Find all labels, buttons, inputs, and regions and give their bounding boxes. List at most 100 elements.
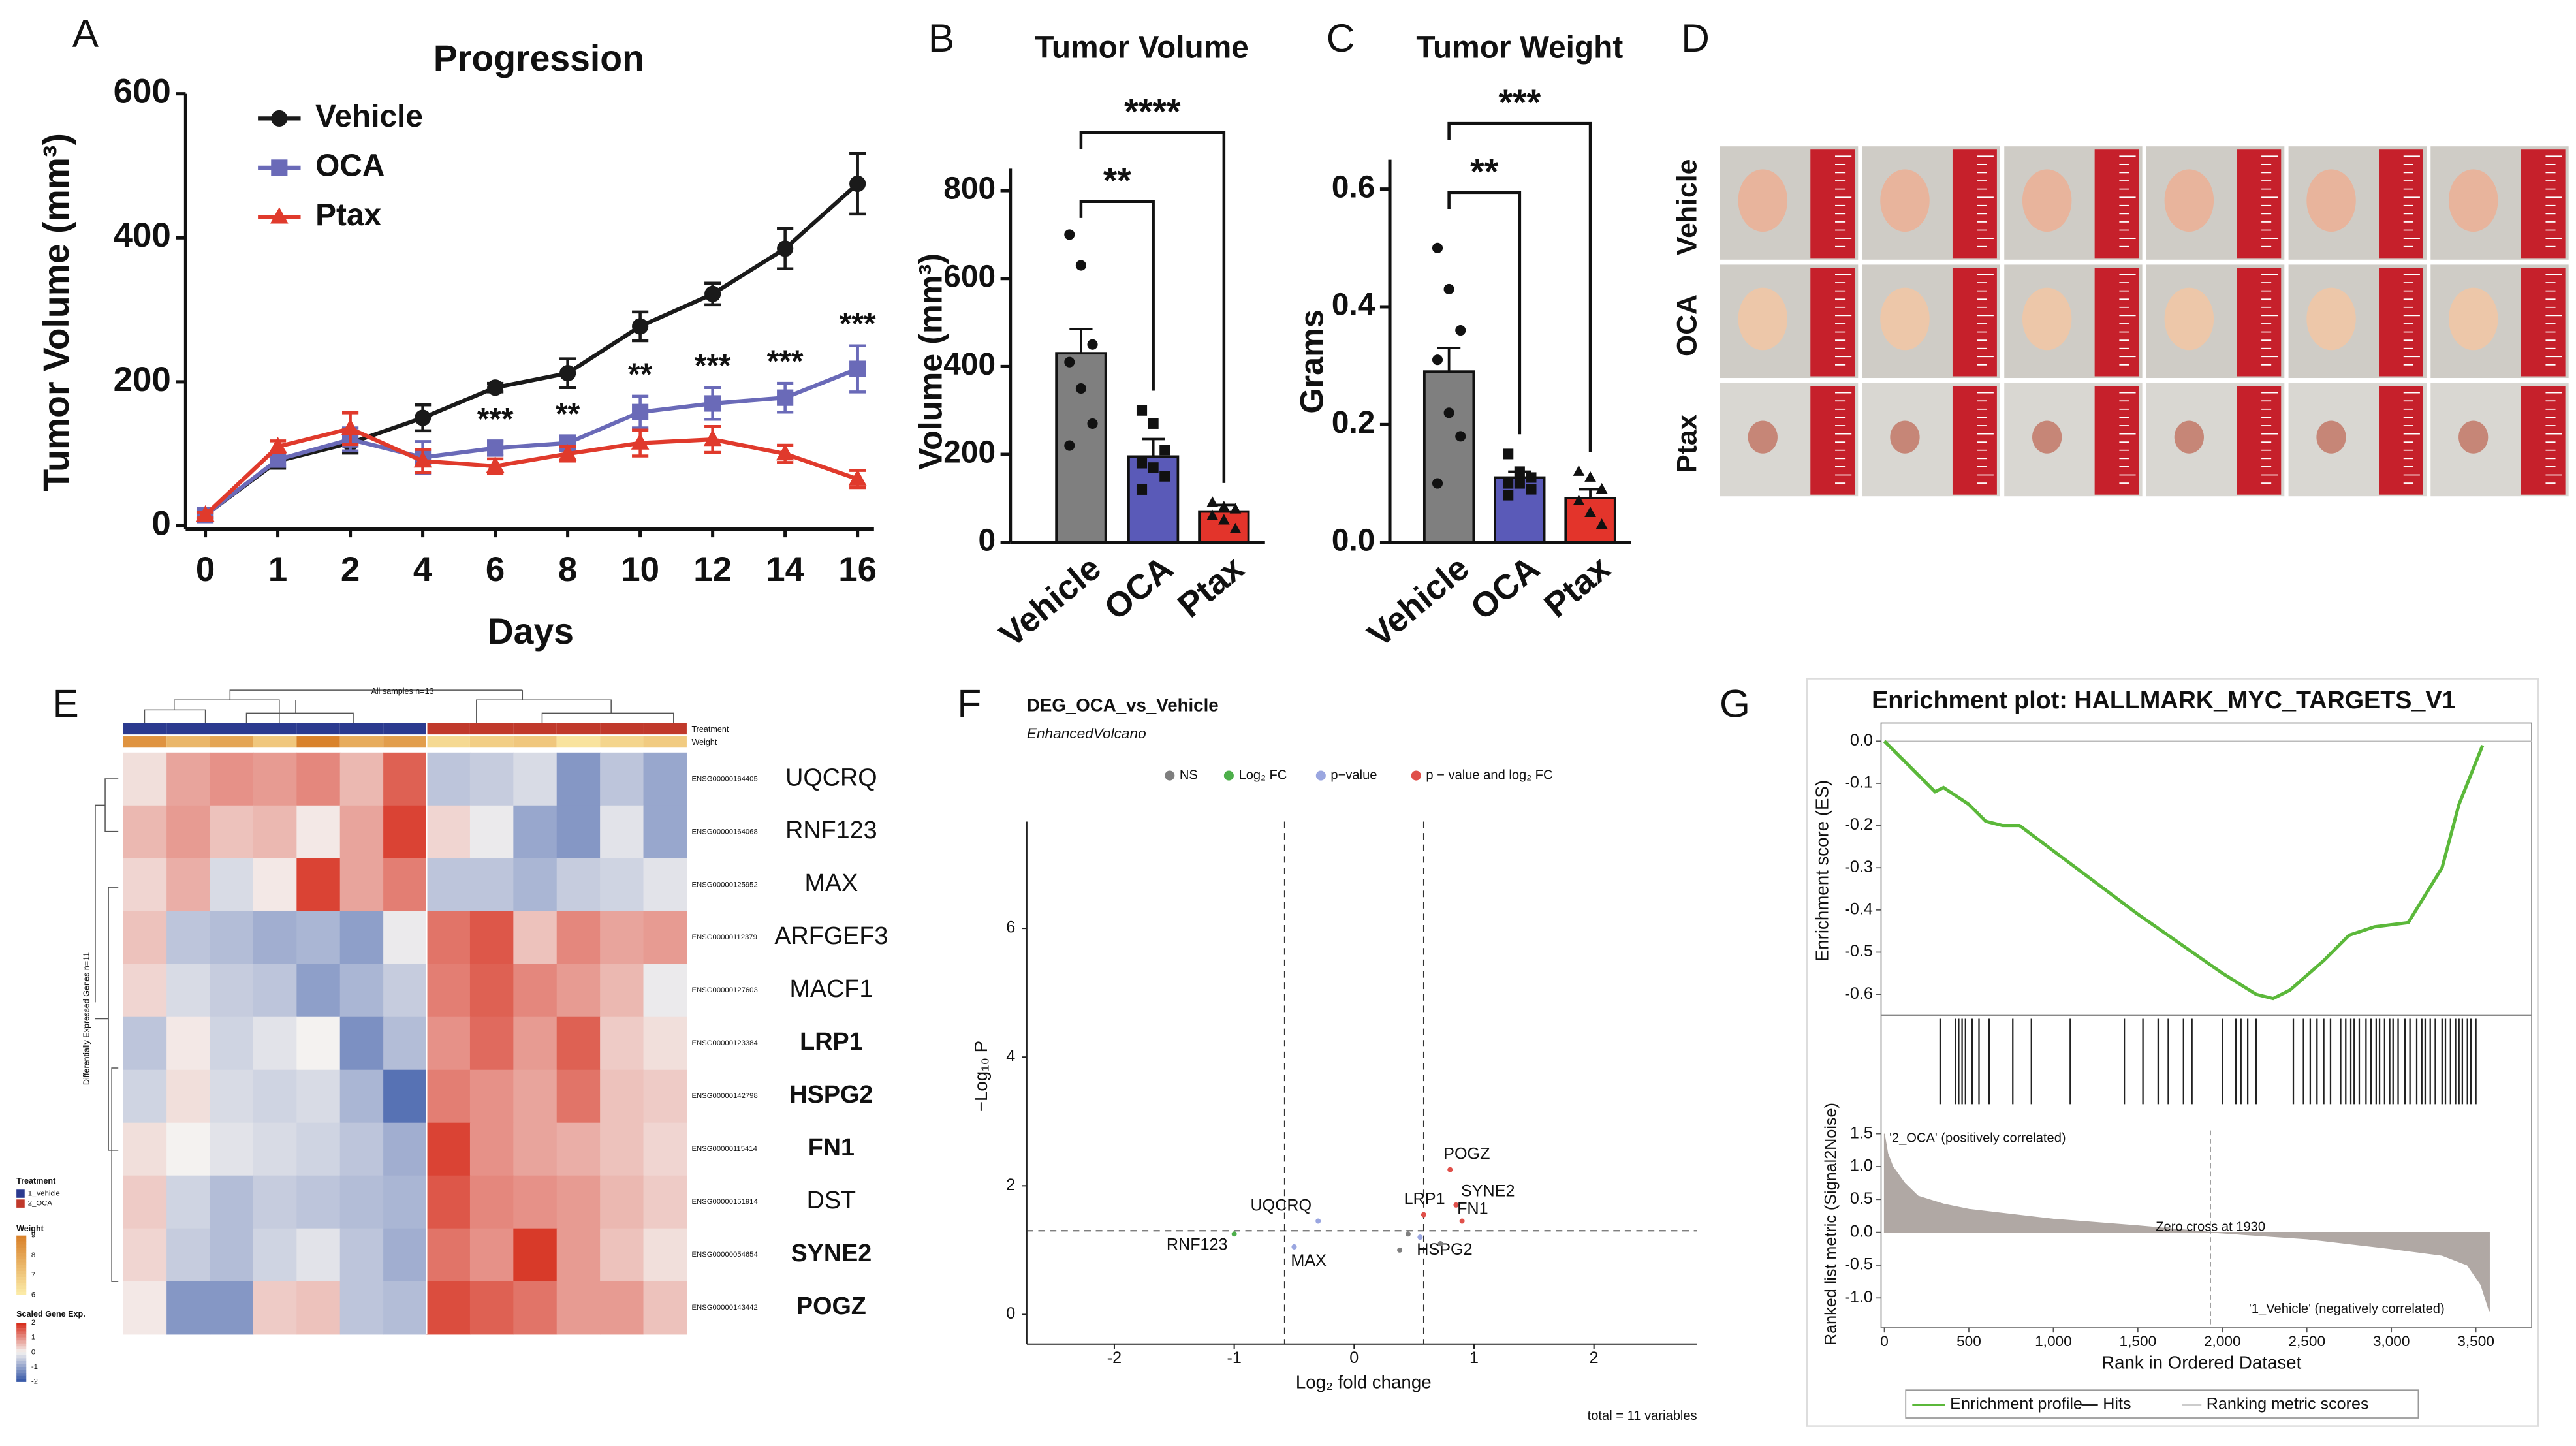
heatmap-cell (556, 1175, 601, 1229)
x-axis-label: Days (488, 611, 574, 652)
x-tick-label: 3,000 (2373, 1333, 2410, 1349)
treatment-cell (166, 723, 210, 735)
significance-label: *** (767, 345, 804, 379)
treatment-cell (253, 723, 297, 735)
color-tick-label: -1 (31, 1363, 38, 1371)
photo-ruler (2521, 386, 2566, 495)
data-point (1217, 501, 1230, 512)
heatmap-cell (210, 1016, 254, 1071)
data-point (1447, 1167, 1453, 1172)
legend-label: Enrichment profile (1950, 1395, 2082, 1413)
heatmap-cell (600, 858, 644, 912)
heatmap-cell (643, 1228, 687, 1282)
gene-label: POGZ (796, 1292, 866, 1319)
photo-tumor (1880, 169, 1930, 232)
color-scale (16, 1331, 27, 1335)
heatmap-cell (513, 1228, 558, 1282)
data-point (849, 175, 866, 193)
gene-label: ARFGEF3 (774, 922, 888, 949)
data-point (1432, 242, 1443, 253)
heatmap-cell (123, 805, 167, 859)
data-point (631, 433, 650, 450)
error-bar (1579, 488, 1602, 499)
panel-label: B (928, 16, 954, 60)
x-tick-label: 500 (1956, 1333, 1981, 1349)
heatmap-cell (513, 752, 558, 806)
heatmap-cell (166, 911, 211, 965)
y-tick-label: 0.0 (1332, 523, 1375, 558)
color-scale (16, 1360, 27, 1364)
panel-label: F (957, 681, 981, 725)
chart-title: Enrichment plot: HALLMARK_MYC_TARGETS_V1 (1872, 686, 2456, 714)
data-point (1397, 1247, 1403, 1253)
heatmap-cell (166, 1281, 211, 1335)
color-scale (16, 1379, 27, 1382)
data-point (1217, 514, 1230, 525)
gene-label: SYNE2 (791, 1239, 872, 1266)
x-tick-label: 10 (621, 550, 659, 589)
data-point (1417, 1234, 1423, 1240)
series-line (204, 367, 858, 517)
data-point (704, 395, 721, 412)
gene-label: MACF1 (789, 975, 873, 1002)
heatmap-cell (426, 964, 471, 1018)
y-tick-label: 400 (943, 347, 996, 382)
heatmap-cell (426, 911, 471, 965)
heatmap-cell (339, 1069, 384, 1124)
heatmap-cell (469, 805, 514, 859)
y-tick-label: -0.3 (1845, 858, 1873, 876)
x-tick-label: 16 (838, 550, 877, 589)
data-point (415, 409, 432, 426)
heatmap-cell (469, 1175, 514, 1229)
heatmap-cell (253, 752, 298, 806)
significance-bracket (1447, 191, 1522, 435)
x-tick-label: 1 (268, 550, 287, 589)
heatmap-cell (123, 752, 167, 806)
annotation: '2_OCA' (positively correlated) (1889, 1131, 2066, 1146)
data-point (632, 403, 649, 420)
y2-axis-label: Ranked list metric (Signal2Noise) (1822, 1103, 1840, 1345)
y-tick-label: 0 (1006, 1304, 1015, 1323)
data-point (1075, 260, 1086, 271)
photo-row-label: Ptax (1671, 414, 1703, 473)
data-point (1229, 503, 1242, 514)
photo-row-label: Vehicle (1671, 159, 1703, 255)
data-point (487, 439, 504, 456)
treatment-cell (296, 723, 340, 735)
heatmap-cell (383, 1069, 428, 1124)
heatmap-cell (210, 858, 254, 912)
y-tick-label: 600 (943, 259, 996, 294)
photo-tumor (2448, 169, 2498, 232)
x-tick-label: Vehicle (1360, 549, 1476, 655)
heatmap-cell (253, 1281, 298, 1335)
color-tick-label: 0 (31, 1348, 35, 1356)
heatmap-cell (383, 964, 428, 1018)
data-point (1584, 471, 1596, 482)
color-tick-label: 2 (31, 1319, 35, 1327)
y-tick-label: 0.6 (1332, 170, 1375, 204)
weight-scale (16, 1271, 27, 1274)
heatmap-cell (513, 1122, 558, 1176)
heatmap-cell (210, 805, 254, 859)
weight-cell (253, 736, 297, 748)
heatmap-cell (600, 911, 644, 965)
data-point (1584, 506, 1596, 518)
error-bar (1437, 347, 1461, 372)
treatment-cell (123, 723, 167, 735)
photo-ruler (1810, 386, 1855, 495)
weight-scale (16, 1280, 27, 1283)
ranking-metric (1883, 1133, 2490, 1312)
heatmap-cell (600, 1122, 644, 1176)
photo-ruler (2379, 149, 2423, 259)
color-scale (16, 1323, 27, 1326)
treatment-cell (469, 723, 514, 735)
color-tick-label: -2 (31, 1378, 38, 1386)
photo-ruler (2521, 149, 2566, 259)
y-tick-label: -0.4 (1845, 900, 1873, 918)
data-point (1159, 471, 1170, 482)
data-point (1087, 339, 1098, 350)
data-point (1136, 405, 1148, 416)
weight-cell (600, 736, 644, 748)
y-tick-label: -0.2 (1845, 815, 1873, 834)
data-point (1159, 445, 1170, 456)
